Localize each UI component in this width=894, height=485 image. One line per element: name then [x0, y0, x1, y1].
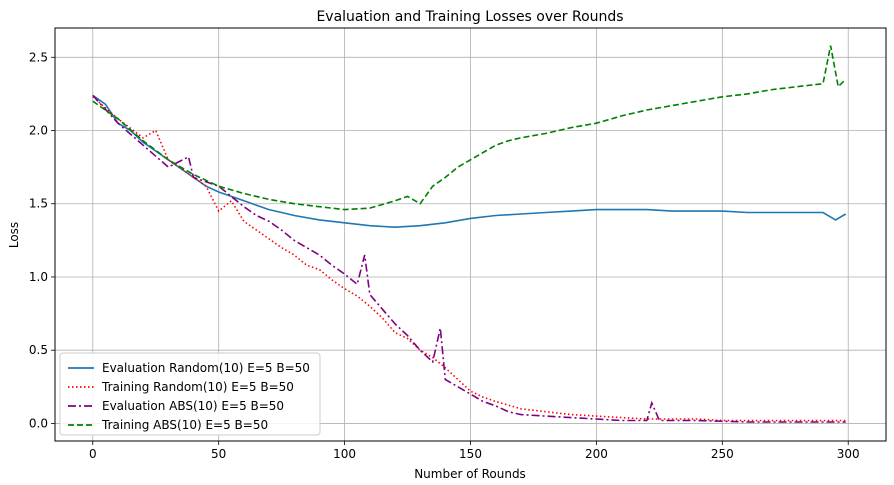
y-tick-label: 0.0: [29, 416, 48, 430]
legend-label: Training Random(10) E=5 B=50: [101, 380, 294, 394]
y-tick-label: 2.5: [29, 50, 48, 64]
x-tick-label: 300: [837, 447, 860, 461]
x-tick-label: 150: [459, 447, 482, 461]
series-line-3: [92, 45, 847, 211]
y-axis-ticks: 0.0 0.5 1.0 1.5 2.0 2.5: [29, 50, 55, 430]
y-tick-label: 0.5: [29, 343, 48, 357]
series-line-1: [92, 96, 846, 422]
y-axis-label: Loss: [7, 222, 21, 248]
x-axis-label: Number of Rounds: [414, 467, 526, 481]
x-axis-ticks: 0 50 100 150 200 250 300: [89, 441, 860, 461]
legend-label: Training ABS(10) E=5 B=50: [101, 418, 268, 432]
series-lines: [92, 45, 847, 423]
chart-title: Evaluation and Training Losses over Roun…: [316, 9, 623, 25]
x-tick-label: 200: [585, 447, 608, 461]
x-tick-label: 50: [211, 447, 226, 461]
series-line-2: [92, 94, 846, 423]
legend: Evaluation Random(10) E=5 B=50 Training R…: [59, 352, 321, 436]
x-tick-label: 250: [711, 447, 734, 461]
legend-label: Evaluation Random(10) E=5 B=50: [102, 361, 310, 375]
x-tick-label: 0: [89, 447, 97, 461]
y-tick-label: 1.0: [29, 270, 48, 284]
x-tick-label: 100: [333, 447, 356, 461]
legend-box: [59, 352, 321, 436]
legend-label: Evaluation ABS(10) E=5 B=50: [102, 399, 284, 413]
y-tick-label: 2.0: [29, 124, 48, 138]
y-tick-label: 1.5: [29, 197, 48, 211]
